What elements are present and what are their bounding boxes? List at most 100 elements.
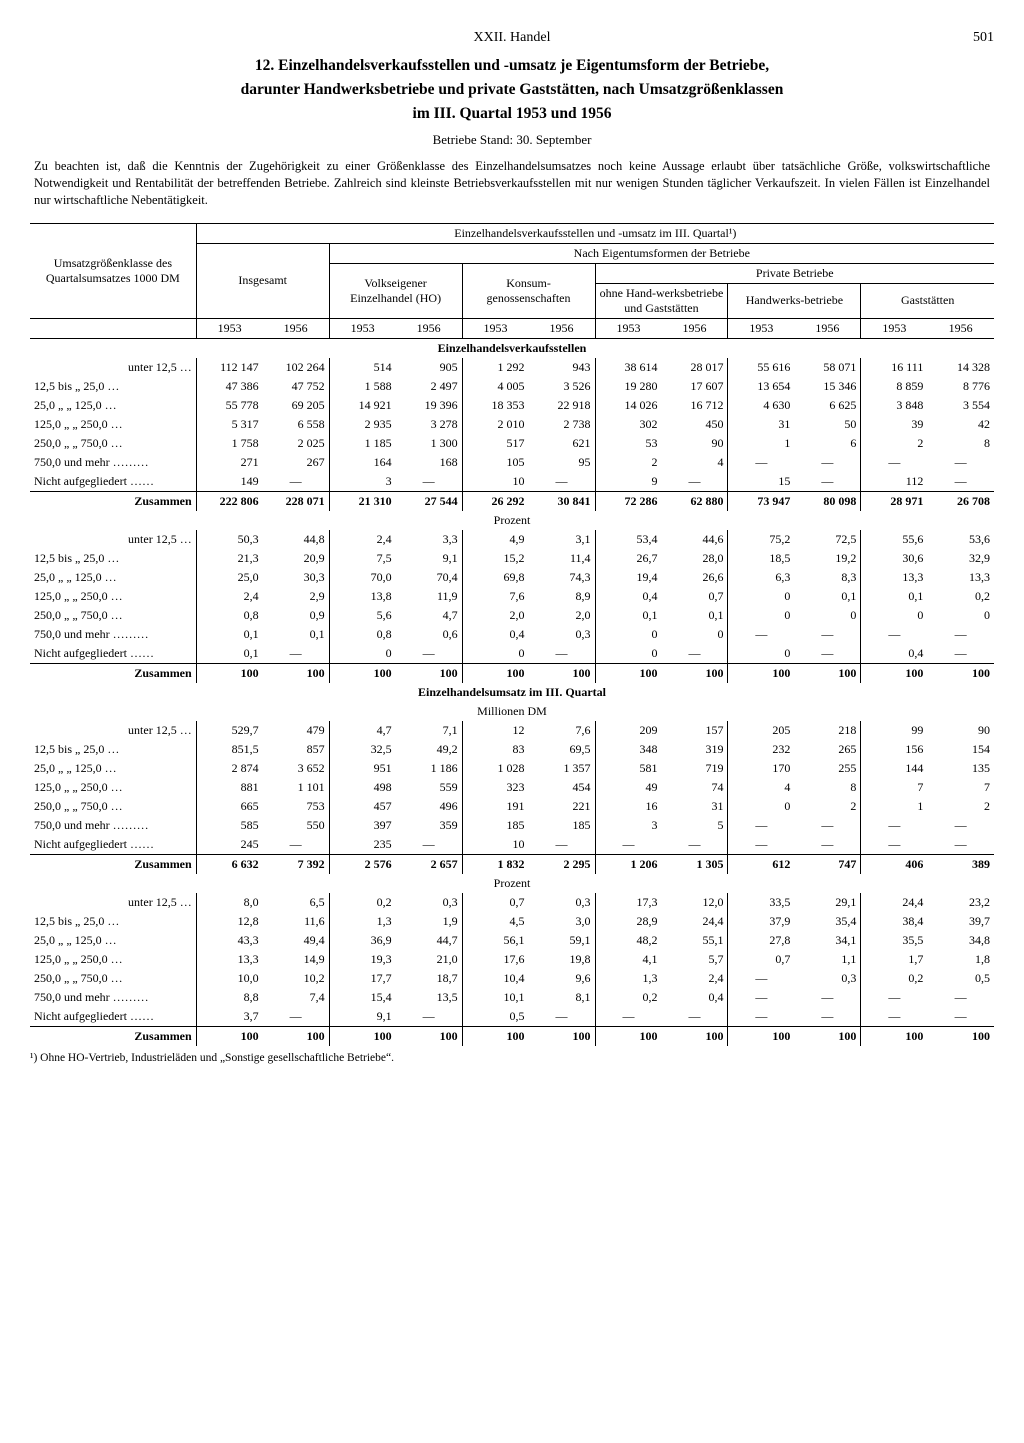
data-cell: 665 (196, 797, 262, 816)
col-priv3: Gaststätten (861, 283, 994, 318)
data-cell: 1,1 (794, 950, 860, 969)
year-header: 1956 (529, 318, 595, 338)
table-row: 25,0 „ „ 125,0 …43,349,436,944,756,159,1… (30, 931, 994, 950)
data-cell: — (728, 453, 794, 472)
data-cell: — (263, 835, 329, 855)
row-label: 125,0 „ „ 250,0 … (30, 778, 196, 797)
data-cell: — (396, 835, 462, 855)
data-cell: 11,9 (396, 587, 462, 606)
data-cell: 13,3 (861, 568, 927, 587)
data-cell: 69 205 (263, 396, 329, 415)
data-cell: 49 (595, 778, 661, 797)
data-cell: 2 (927, 797, 994, 816)
data-cell: 1 832 (462, 854, 528, 874)
table-row: 250,0 „ „ 750,0 …10,010,217,718,710,49,6… (30, 969, 994, 988)
data-cell: 55 778 (196, 396, 262, 415)
data-cell: — (794, 816, 860, 835)
row-label: Zusammen (30, 491, 196, 511)
row-label: 750,0 und mehr ……… (30, 453, 196, 472)
data-cell: 0,2 (861, 969, 927, 988)
data-cell: 62 880 (661, 491, 727, 511)
table-row: Zusammen10010010010010010010010010010010… (30, 663, 994, 683)
table-row: 25,0 „ „ 125,0 …2 8743 6529511 1861 0281… (30, 759, 994, 778)
row-label: 125,0 „ „ 250,0 … (30, 587, 196, 606)
data-cell: — (861, 1007, 927, 1027)
year-header: 1953 (462, 318, 528, 338)
data-cell: 100 (529, 663, 595, 683)
data-cell: 30,3 (263, 568, 329, 587)
data-cell: 0,1 (861, 587, 927, 606)
data-cell: 7,5 (329, 549, 395, 568)
data-cell: — (529, 644, 595, 664)
data-cell: — (728, 988, 794, 1007)
data-cell: 8 859 (861, 377, 927, 396)
data-cell: — (794, 835, 860, 855)
data-cell: 14 328 (927, 358, 994, 377)
row-label: unter 12,5 … (30, 530, 196, 549)
data-cell: 15 346 (794, 377, 860, 396)
data-cell: — (595, 835, 661, 855)
data-cell: 100 (462, 1026, 528, 1046)
data-cell: 31 (661, 797, 727, 816)
data-cell: 0,3 (529, 625, 595, 644)
data-cell: 30 841 (529, 491, 595, 511)
data-cell: 50,3 (196, 530, 262, 549)
data-cell: 10,2 (263, 969, 329, 988)
data-cell: 27 544 (396, 491, 462, 511)
data-cell: 13,3 (196, 950, 262, 969)
data-cell: 302 (595, 415, 661, 434)
data-cell: 28 017 (661, 358, 727, 377)
data-cell: 100 (196, 663, 262, 683)
data-cell: 75,2 (728, 530, 794, 549)
data-cell: 943 (529, 358, 595, 377)
data-cell: 2 935 (329, 415, 395, 434)
data-cell: 255 (794, 759, 860, 778)
table-row: Zusammen222 806228 07121 31027 54426 292… (30, 491, 994, 511)
table-row: 125,0 „ „ 250,0 …2,42,913,811,97,68,90,4… (30, 587, 994, 606)
data-cell: 6,5 (263, 893, 329, 912)
data-cell: 56,1 (462, 931, 528, 950)
data-cell: 49,4 (263, 931, 329, 950)
data-cell: 0,2 (329, 893, 395, 912)
data-cell: 529,7 (196, 721, 262, 740)
data-cell: 27,8 (728, 931, 794, 950)
table-row: Nicht aufgegliedert ……149—3—10—9—15—112— (30, 472, 994, 492)
data-cell: 168 (396, 453, 462, 472)
data-cell: 0,4 (861, 644, 927, 664)
row-label: 250,0 „ „ 750,0 … (30, 434, 196, 453)
data-cell: 90 (661, 434, 727, 453)
data-cell: 154 (927, 740, 994, 759)
data-cell: 7 (927, 778, 994, 797)
data-cell: 1 300 (396, 434, 462, 453)
page-title: 12. Einzelhandelsverkaufsstellen und -um… (30, 54, 994, 126)
data-cell: 8,1 (529, 988, 595, 1007)
data-cell: 144 (861, 759, 927, 778)
data-cell: 319 (661, 740, 727, 759)
title-line-1: 12. Einzelhandelsverkaufsstellen und -um… (255, 57, 769, 74)
row-label: Zusammen (30, 663, 196, 683)
data-cell: 0,2 (927, 587, 994, 606)
data-cell: 24,4 (661, 912, 727, 931)
data-cell: 1 028 (462, 759, 528, 778)
data-cell: 9 (595, 472, 661, 492)
data-cell: — (927, 1007, 994, 1027)
data-cell: 0 (595, 644, 661, 664)
data-cell: 406 (861, 854, 927, 874)
data-cell: 1 206 (595, 854, 661, 874)
table-row: Nicht aufgegliedert ……0,1—0—0—0—0—0,4— (30, 644, 994, 664)
data-cell: 559 (396, 778, 462, 797)
data-cell: 10 (462, 835, 528, 855)
col-priv2: Handwerks-betriebe (728, 283, 861, 318)
data-cell: — (529, 1007, 595, 1027)
data-cell: 228 071 (263, 491, 329, 511)
subtitle: Betriebe Stand: 30. September (30, 132, 994, 148)
table-row: Zusammen10010010010010010010010010010010… (30, 1026, 994, 1046)
data-cell: 1,3 (329, 912, 395, 931)
data-cell: 0 (728, 606, 794, 625)
chapter-label: XXII. Handel (474, 30, 551, 46)
data-cell: 1 (861, 797, 927, 816)
data-cell: 74,3 (529, 568, 595, 587)
data-cell: 265 (794, 740, 860, 759)
data-cell: 7,6 (462, 587, 528, 606)
data-cell: 205 (728, 721, 794, 740)
